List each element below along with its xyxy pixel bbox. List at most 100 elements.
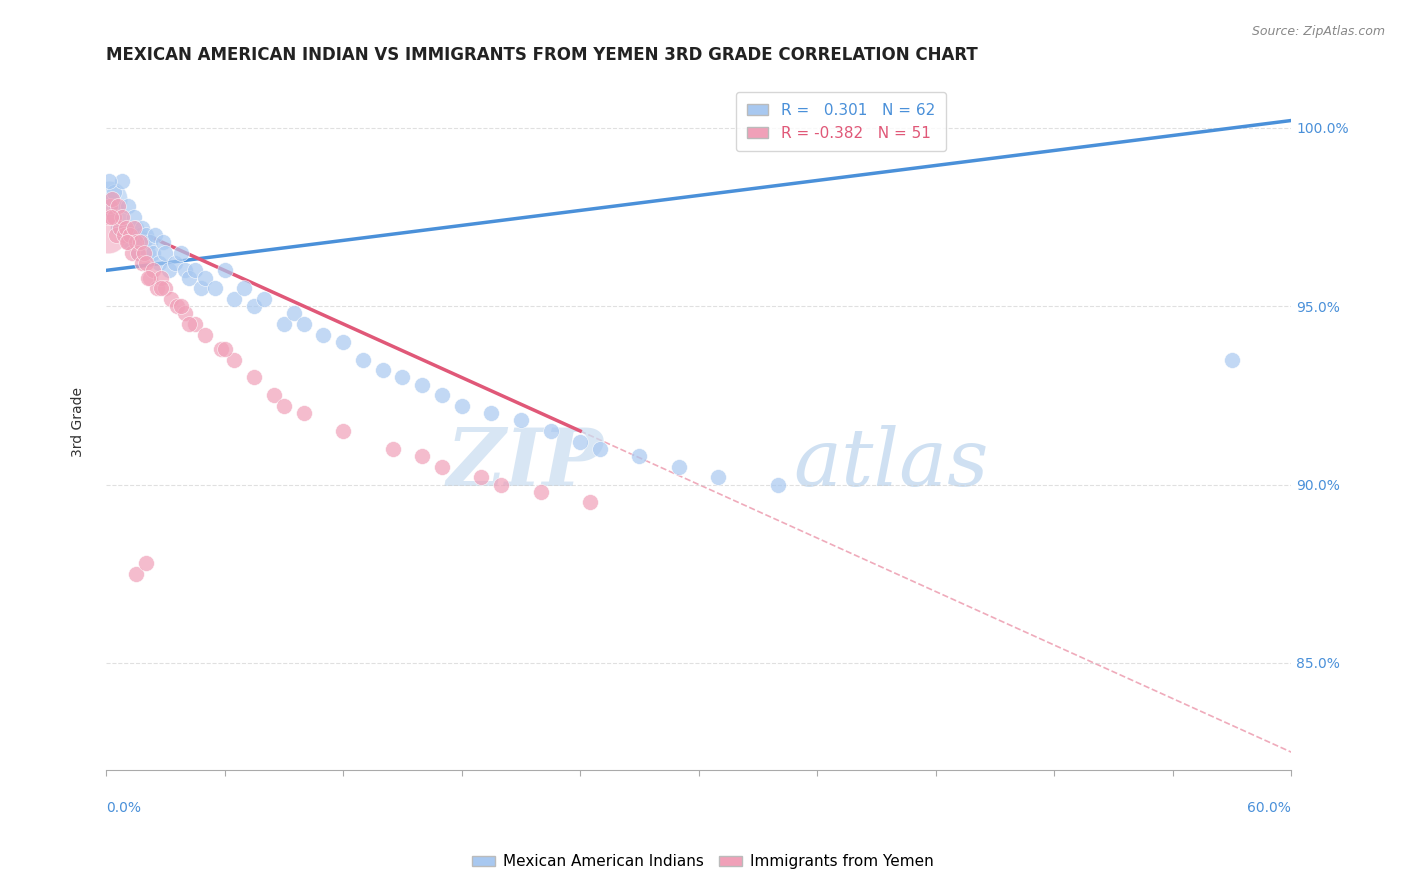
Point [114, 220, 136, 235]
Point [115, 235, 138, 249]
Legend: R =   0.301   N = 62, R = -0.382   N = 51: R = 0.301 N = 62, R = -0.382 N = 51 [737, 92, 946, 152]
Point [668, 459, 690, 474]
Point [138, 270, 160, 285]
Point [100, 210, 122, 224]
Point [142, 263, 165, 277]
Point [332, 424, 354, 438]
Point [98, 174, 121, 188]
Point [391, 370, 413, 384]
Point [166, 299, 188, 313]
Point [146, 281, 169, 295]
Point [177, 270, 200, 285]
Point [98, 192, 121, 206]
Point [135, 556, 157, 570]
Point [292, 317, 315, 331]
Text: atlas: atlas [793, 425, 988, 502]
Point [579, 495, 602, 509]
Point [170, 245, 193, 260]
Point [112, 227, 135, 242]
Point [214, 342, 236, 356]
Point [118, 227, 141, 242]
Point [136, 270, 159, 285]
Text: ZIP: ZIP [447, 425, 605, 502]
Text: MEXICAN AMERICAN INDIAN VS IMMIGRANTS FROM YEMEN 3RD GRADE CORRELATION CHART: MEXICAN AMERICAN INDIAN VS IMMIGRANTS FR… [105, 46, 977, 64]
Point [98, 199, 121, 213]
Point [152, 235, 174, 249]
Legend: Mexican American Indians, Immigrants from Yemen: Mexican American Indians, Immigrants fro… [467, 848, 939, 875]
Point [132, 235, 155, 249]
Point [136, 245, 159, 260]
Point [530, 484, 553, 499]
Point [174, 263, 197, 277]
Point [312, 327, 335, 342]
Point [371, 363, 394, 377]
Point [150, 281, 173, 295]
Point [165, 256, 187, 270]
Point [411, 377, 433, 392]
Point [145, 227, 167, 242]
Point [114, 220, 136, 235]
Point [540, 424, 562, 438]
Point [131, 256, 153, 270]
Point [111, 210, 134, 224]
Point [108, 220, 131, 235]
Point [273, 317, 295, 331]
Point [263, 388, 285, 402]
Point [104, 227, 127, 242]
Point [128, 235, 150, 249]
Point [121, 245, 143, 260]
Point [253, 292, 276, 306]
Text: 0.0%: 0.0% [105, 800, 141, 814]
Point [204, 281, 226, 295]
Point [233, 281, 256, 295]
Point [107, 199, 129, 213]
Point [127, 245, 149, 260]
Point [766, 477, 789, 491]
Y-axis label: 3rd Grade: 3rd Grade [72, 387, 86, 457]
Point [430, 388, 453, 402]
Point [509, 413, 531, 427]
Point [125, 220, 148, 235]
Point [142, 245, 165, 260]
Point [184, 317, 207, 331]
Point [150, 270, 173, 285]
Point [127, 245, 149, 260]
Point [707, 470, 730, 484]
Point [194, 327, 217, 342]
Point [381, 442, 404, 456]
Point [190, 281, 212, 295]
Point [450, 399, 472, 413]
Point [170, 299, 193, 313]
Point [125, 566, 148, 581]
Point [125, 235, 148, 249]
Point [184, 263, 207, 277]
Point [112, 227, 135, 242]
Point [138, 235, 160, 249]
Point [101, 210, 124, 224]
Point [135, 256, 157, 270]
Point [122, 220, 145, 235]
Point [128, 227, 150, 242]
Point [411, 449, 433, 463]
Point [224, 352, 246, 367]
Point [104, 199, 127, 213]
Point [98, 192, 121, 206]
Point [589, 442, 612, 456]
Point [214, 263, 236, 277]
Point [118, 235, 141, 249]
Point [194, 270, 217, 285]
Point [135, 227, 157, 242]
Point [430, 459, 453, 474]
Point [628, 449, 651, 463]
Point [1220, 352, 1243, 367]
Point [148, 256, 170, 270]
Point [131, 220, 153, 235]
Point [111, 174, 134, 188]
Point [103, 185, 125, 199]
Text: Source: ZipAtlas.com: Source: ZipAtlas.com [1251, 25, 1385, 38]
Point [243, 370, 266, 384]
Point [108, 210, 131, 224]
Point [107, 220, 129, 235]
Point [117, 199, 139, 213]
Point [470, 470, 492, 484]
